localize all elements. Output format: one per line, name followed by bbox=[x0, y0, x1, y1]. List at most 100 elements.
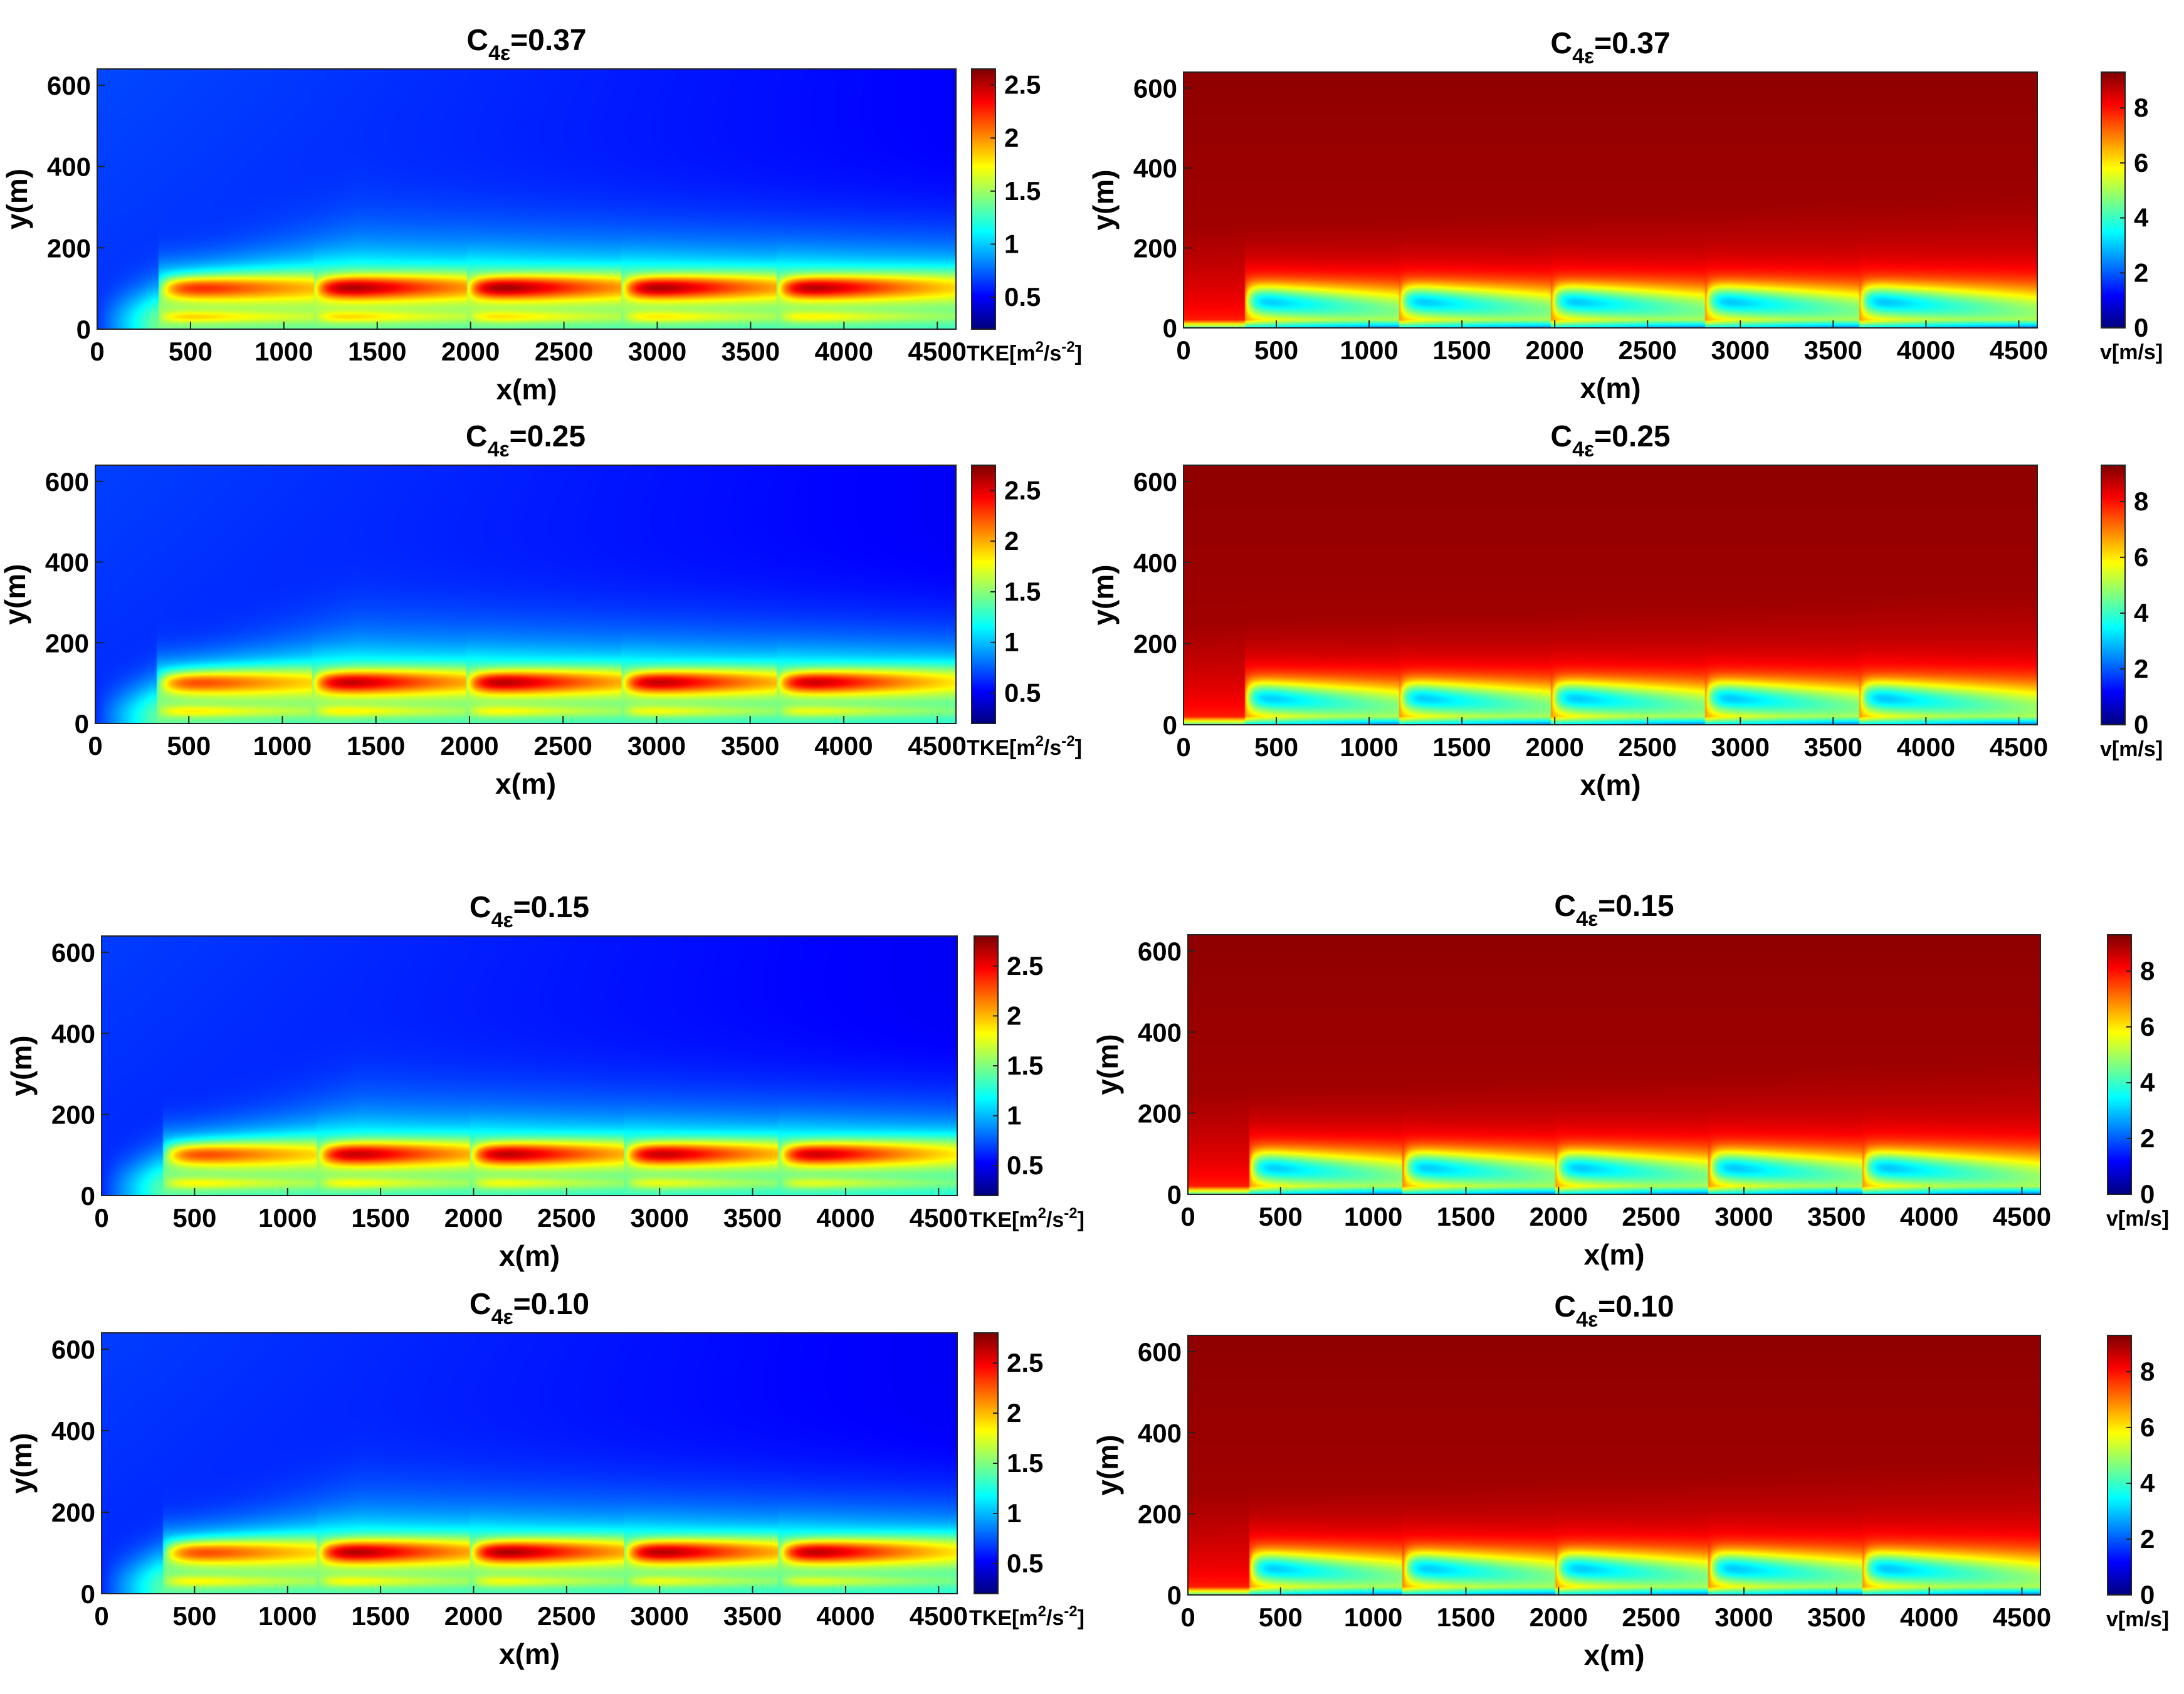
title-value: =0.25 bbox=[1594, 420, 1670, 453]
colorbar-frame bbox=[2107, 934, 2132, 1195]
x-tick-label: 0 bbox=[1180, 1202, 1195, 1231]
colorbar-tick-label: 0 bbox=[2134, 710, 2148, 739]
colorbar bbox=[972, 465, 995, 723]
x-tick-label: 1500 bbox=[1432, 335, 1491, 365]
title-symbol: C bbox=[470, 891, 491, 924]
y-axis-label: y(m) bbox=[0, 564, 31, 624]
x-tick-label: 500 bbox=[172, 1203, 216, 1233]
x-tick-label: 2000 bbox=[1530, 1602, 1588, 1632]
colorbar-tick-label: 4 bbox=[2134, 203, 2149, 233]
x-tick-label: 1000 bbox=[1344, 1602, 1402, 1632]
title-value: =0.15 bbox=[513, 891, 589, 924]
x-tick-label: 3500 bbox=[722, 337, 780, 366]
x-tick-label: 4500 bbox=[1990, 335, 2048, 365]
unit-part: ] bbox=[1075, 342, 1082, 366]
y-tick-label: 200 bbox=[1133, 629, 1177, 659]
colorbar-unit-label: v[m/s] bbox=[2100, 340, 2163, 364]
title-value: =0.37 bbox=[510, 24, 586, 57]
x-tick-label: 500 bbox=[169, 337, 213, 366]
x-tick-label: 2000 bbox=[1525, 335, 1583, 365]
y-tick-label: 400 bbox=[45, 548, 89, 577]
unit-sup: 2 bbox=[1036, 733, 1044, 750]
x-tick-label: 3000 bbox=[627, 731, 686, 760]
unit-sup: -2 bbox=[1064, 1205, 1077, 1222]
x-tick-label: 2000 bbox=[440, 731, 498, 760]
colorbar-frame bbox=[2107, 1335, 2132, 1596]
y-tick-label: 0 bbox=[81, 1181, 95, 1211]
x-tick-label: 2500 bbox=[537, 1203, 596, 1233]
title-subscript: 4ε bbox=[1572, 438, 1594, 461]
colorbar-tick-label: 1.5 bbox=[1004, 577, 1041, 606]
colorbar-tick-label: 8 bbox=[2134, 487, 2148, 516]
colorbar-tick-label: 0.5 bbox=[1007, 1150, 1043, 1180]
panel-title: C4ε=0.15 bbox=[470, 891, 589, 932]
x-tick-label: 500 bbox=[1254, 335, 1298, 365]
x-tick-label: 3500 bbox=[1804, 335, 1862, 365]
colorbar bbox=[2108, 1335, 2131, 1595]
x-tick-label: 2500 bbox=[1618, 732, 1676, 762]
panel-title: C4ε=0.10 bbox=[1554, 1290, 1674, 1332]
y-tick-label: 600 bbox=[1133, 467, 1177, 497]
velocity-contour-field bbox=[1188, 1335, 2040, 1595]
plot-frame bbox=[95, 465, 957, 724]
colorbar-tick-label: 4 bbox=[2140, 1068, 2155, 1097]
colorbar-tick-label: 8 bbox=[2140, 956, 2155, 986]
title-value: =0.15 bbox=[1598, 890, 1674, 923]
y-tick-label: 200 bbox=[1138, 1500, 1182, 1529]
x-tick-label: 4000 bbox=[1900, 1602, 1958, 1632]
y-tick-label: 400 bbox=[51, 1416, 95, 1446]
velocity-contour-field bbox=[1188, 935, 2040, 1194]
x-tick-label: 2000 bbox=[1530, 1202, 1588, 1231]
x-tick-label: 3000 bbox=[628, 337, 686, 366]
panel-title: C4ε=0.37 bbox=[1550, 27, 1670, 68]
title-value: =0.10 bbox=[513, 1288, 589, 1321]
unit-part: TKE[m bbox=[967, 736, 1036, 760]
x-tick-label: 2500 bbox=[533, 731, 592, 760]
x-tick-label: 1500 bbox=[1432, 732, 1491, 762]
unit-part: ] bbox=[1075, 736, 1082, 760]
colorbar bbox=[2108, 935, 2131, 1194]
colorbar-tick-label: 8 bbox=[2134, 93, 2148, 122]
y-axis-label: y(m) bbox=[5, 1433, 38, 1493]
title-subscript: 4ε bbox=[1572, 45, 1594, 68]
panel-title: C4ε=0.15 bbox=[1554, 890, 1674, 931]
x-tick-label: 4000 bbox=[1897, 732, 1955, 762]
x-axis-label: x(m) bbox=[1580, 372, 1641, 404]
title-symbol: C bbox=[1554, 890, 1576, 923]
colorbar-unit-label: v[m/s] bbox=[2106, 1607, 2169, 1631]
x-tick-label: 1000 bbox=[255, 337, 313, 366]
unit-part: TKE[m bbox=[969, 1606, 1038, 1630]
colorbar-tick-label: 2 bbox=[1004, 526, 1019, 555]
colorbar-frame bbox=[971, 68, 996, 330]
x-tick-label: 500 bbox=[1259, 1202, 1303, 1231]
unit-part: /s bbox=[1044, 342, 1061, 366]
x-tick-label: 1500 bbox=[347, 731, 405, 760]
panel-vel-015: 0 500 1000 1500 2000 2500 3000 3500 4000 45000200… bbox=[1091, 890, 2169, 1271]
colorbar-tick-label: 4 bbox=[2134, 598, 2149, 628]
unit-part: /s bbox=[1044, 736, 1061, 760]
panel-title: C4ε=0.25 bbox=[466, 420, 585, 461]
x-tick-label: 2000 bbox=[444, 1203, 503, 1233]
x-axis-label: x(m) bbox=[1580, 769, 1641, 801]
x-tick-label: 4500 bbox=[908, 337, 966, 366]
title-subscript: 4ε bbox=[1576, 1308, 1598, 1332]
plot-frame bbox=[101, 935, 958, 1196]
y-tick-label: 400 bbox=[1138, 1418, 1182, 1448]
x-axis-label: x(m) bbox=[1583, 1639, 1644, 1671]
y-tick-label: 0 bbox=[75, 709, 89, 739]
colorbar-tick-label: 1.5 bbox=[1007, 1051, 1043, 1080]
unit-part: TKE[m bbox=[967, 342, 1036, 366]
unit-sup: 2 bbox=[1038, 1205, 1046, 1222]
colorbar-tick-label: 6 bbox=[2140, 1413, 2155, 1442]
colorbar-tick-label: 6 bbox=[2134, 148, 2148, 177]
tke-contour-field bbox=[102, 1333, 957, 1594]
title-symbol: C bbox=[470, 1288, 491, 1321]
unit-sup: 2 bbox=[1038, 1603, 1046, 1620]
y-tick-label: 400 bbox=[47, 152, 91, 182]
x-tick-label: 4500 bbox=[910, 1203, 968, 1233]
x-tick-label: 4500 bbox=[1990, 732, 2048, 762]
panel-vel-025: 0 500 1000 1500 2000 2500 3000 3500 4000 45000200… bbox=[1087, 420, 2163, 801]
x-tick-label: 500 bbox=[167, 731, 211, 760]
y-tick-label: 0 bbox=[1163, 710, 1177, 740]
y-axis-label: y(m) bbox=[1, 169, 33, 229]
